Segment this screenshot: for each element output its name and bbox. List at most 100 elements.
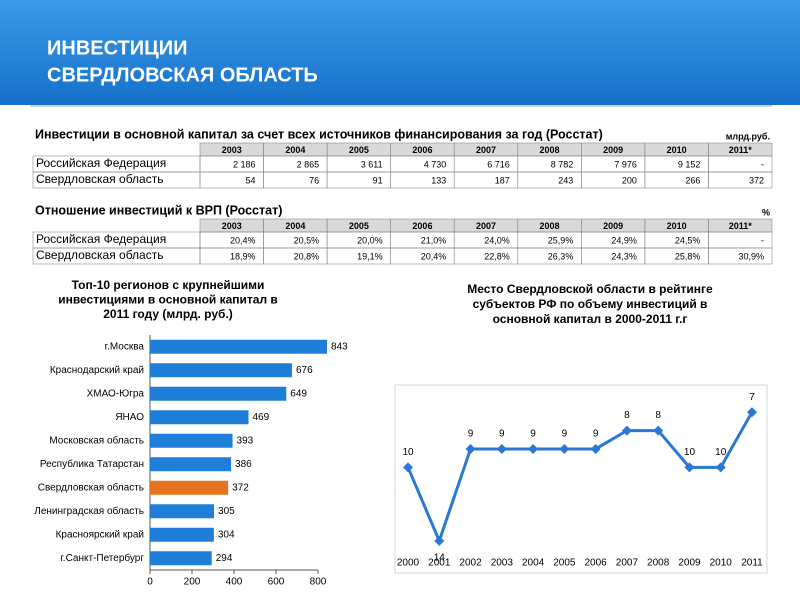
table-column-header: 2009	[603, 221, 623, 231]
data-label: 372	[232, 482, 249, 493]
table-cell	[708, 171, 773, 189]
table-column-header: 2005	[349, 145, 369, 155]
chart-title: Место Свердловской области в рейтинге	[467, 282, 713, 296]
table-column-header: 2010	[667, 221, 687, 231]
y-tick-label: Свердловская область	[38, 481, 144, 493]
table-column-header: 2005	[349, 221, 369, 231]
table-cell-text: 200	[622, 175, 637, 185]
table-cell-text: 24,3%	[611, 251, 637, 261]
table-row-label: Свердловская область	[36, 172, 163, 186]
marker	[465, 443, 476, 454]
data-label: 649	[290, 388, 307, 399]
data-label: 9	[468, 429, 474, 440]
marker	[403, 462, 413, 473]
table-cell-text: 133	[431, 175, 446, 185]
chart-title: инвестициями в основной капитал в	[58, 293, 278, 307]
table-column-header: 2004	[285, 145, 305, 155]
y-tick-label: г.Санкт-Петербург	[60, 552, 144, 564]
x-tick-label: 200	[184, 577, 201, 588]
data-label: 10	[715, 447, 727, 458]
table-cell-text: 9 152	[678, 159, 701, 169]
bar	[150, 527, 214, 542]
x-tick-label: 2002	[459, 558, 482, 569]
table-cell-text: 25,8%	[675, 251, 701, 261]
x-tick-label: 600	[268, 577, 285, 588]
table-cell-text: -	[761, 159, 764, 169]
marker	[653, 425, 664, 436]
table-cell-text: 30,9%	[738, 251, 764, 261]
table-cell-text: 243	[558, 175, 573, 185]
table-cell-text: 372	[749, 175, 764, 185]
bar	[150, 480, 229, 495]
table-cell-text: 7 976	[614, 159, 637, 169]
table-cell-text: -	[761, 235, 764, 245]
data-label: 8	[624, 410, 630, 421]
table-row-label: Российская Федерация	[36, 232, 166, 246]
table-cell-text: 2 865	[297, 159, 320, 169]
table-cell-text: 20,8%	[294, 251, 320, 261]
table-row-label: Российская Федерация	[36, 156, 166, 170]
chart-title: 2011 году (млрд. руб.)	[103, 307, 233, 321]
data-label: 8	[655, 410, 661, 421]
table-cell-text: 266	[685, 175, 700, 185]
table-cell	[708, 247, 773, 265]
header-rule	[30, 105, 772, 107]
y-tick-label: Московская область	[49, 434, 144, 446]
chart-title: основной капитал в 2000-2011 г.г	[493, 312, 688, 326]
y-tick-label: Республика Татарстан	[40, 458, 144, 470]
data-label: 676	[296, 365, 313, 376]
data-label: 386	[235, 459, 252, 470]
x-tick-label: 2010	[710, 558, 733, 569]
line	[406, 411, 754, 546]
table-cell-text: 4 730	[424, 159, 447, 169]
table-cell-text: 8 782	[551, 159, 574, 169]
table-cell-text: 19,1%	[357, 251, 383, 261]
table-unit: млрд.руб.	[726, 131, 770, 141]
table-column-header: 2008	[540, 221, 560, 231]
bar	[150, 551, 212, 566]
marker	[528, 443, 539, 454]
table-cell-text: 24,5%	[675, 235, 701, 245]
bar	[150, 504, 215, 519]
data-label: 10	[402, 447, 414, 458]
table-cell-text: 22,8%	[484, 251, 510, 261]
data-label: 469	[252, 412, 269, 423]
chart-frame	[394, 384, 768, 574]
table-cell-text: 20,5%	[294, 235, 320, 245]
x-tick-label: 2001	[428, 558, 451, 569]
bar	[150, 339, 328, 354]
x-tick-label: 2000	[397, 558, 420, 569]
table-column-header: 2009	[603, 145, 623, 155]
x-tick-label: 2004	[522, 558, 545, 569]
bar	[150, 363, 292, 378]
table-cell-text: 3 611	[361, 159, 383, 169]
table-cell-text: 20,0%	[357, 235, 383, 245]
header-band	[0, 0, 800, 105]
table-cell-text: 18,9%	[230, 251, 256, 261]
marker	[621, 425, 632, 436]
data-label: 10	[684, 447, 696, 458]
chart-title: Топ-10 регионов с крупнейшими	[72, 278, 265, 292]
y-tick-label: ХМАО-Югра	[87, 388, 145, 399]
table-cell-text: 2 186	[233, 159, 256, 169]
y-tick-label: г.Москва	[105, 341, 145, 352]
y-tick-label: ЯНАО	[115, 412, 144, 423]
table-title: Инвестиции в основной капитал за счет вс…	[35, 127, 603, 141]
data-label: 294	[216, 553, 233, 564]
data-label: 9	[530, 429, 536, 440]
x-tick-label: 0	[147, 577, 153, 588]
marker	[684, 462, 695, 473]
x-tick-label: 2007	[616, 558, 639, 569]
table-column-header: 2003	[222, 145, 242, 155]
data-label: 14	[434, 552, 446, 563]
bar	[150, 457, 232, 472]
table-cell-text: 76	[309, 175, 319, 185]
chart-title: субъектов РФ по объему инвестиций в	[473, 297, 708, 311]
bar	[150, 386, 287, 401]
table-column-header: 2003	[222, 221, 242, 231]
marker	[590, 443, 601, 454]
marker	[496, 443, 507, 454]
table-cell-text: 24,9%	[611, 235, 637, 245]
table-header-bg	[200, 219, 772, 232]
data-label: 304	[218, 529, 235, 540]
